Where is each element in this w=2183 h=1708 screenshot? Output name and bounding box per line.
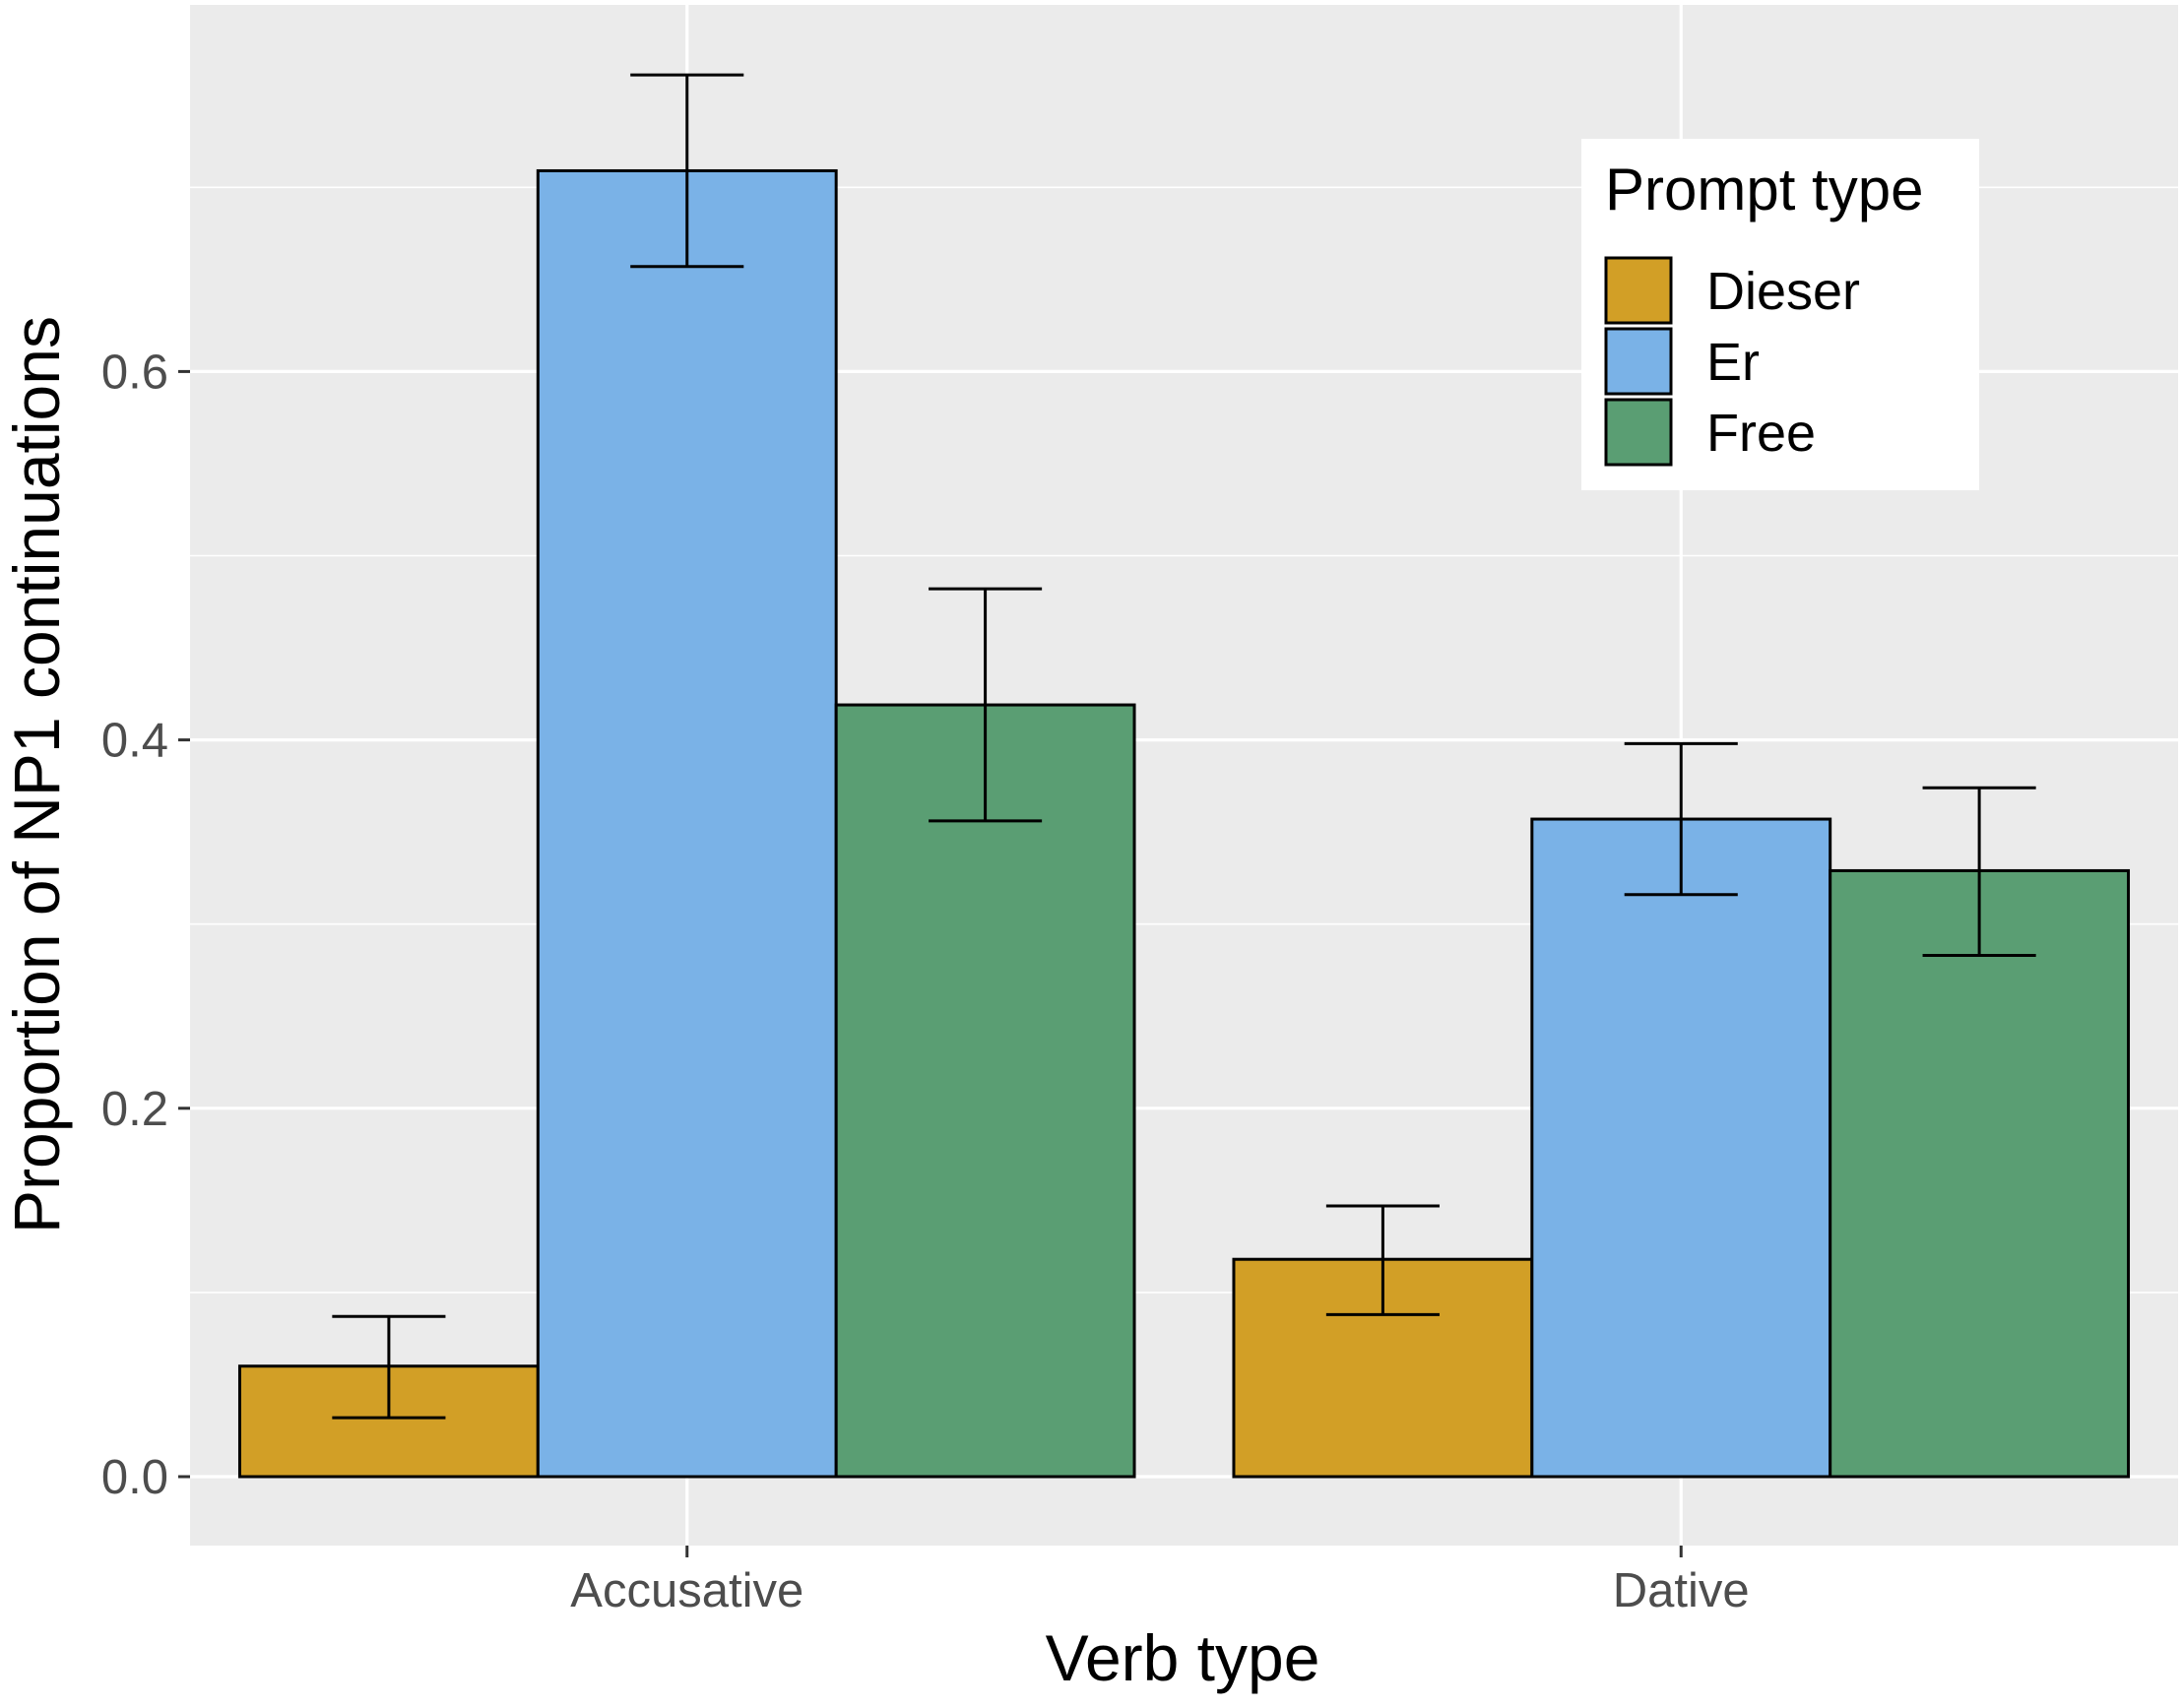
error-bar-er-accusative: [630, 73, 744, 269]
bar-free-dative: [1829, 868, 2131, 1479]
error-bars: [332, 73, 2036, 1420]
x-axis-title: Verb type: [1046, 1621, 1320, 1694]
y-axis-title: Proportion of NP1 continuations: [0, 316, 73, 1234]
legend-label: Dieser: [1706, 262, 1860, 321]
x-axis: Accusative Dative: [570, 1546, 1750, 1617]
x-tick-label: Accusative: [570, 1564, 803, 1617]
legend: Prompt type Dieser Er Free: [1581, 139, 1979, 490]
bars: [237, 168, 2131, 1479]
legend-label: Er: [1706, 333, 1760, 392]
legend-item-free: Free: [1604, 398, 1816, 467]
legend-swatch: [1604, 256, 1673, 325]
legend-title: Prompt type: [1605, 157, 1923, 222]
bar-free-accusative: [834, 703, 1136, 1479]
legend-swatch: [1604, 327, 1673, 396]
y-tick-label: 0.6: [101, 346, 168, 399]
legend-item-dieser: Dieser: [1604, 256, 1860, 325]
bar-er-accusative: [536, 168, 838, 1479]
legend-swatch: [1604, 398, 1673, 467]
error-bar-dieser-dative: [1325, 1204, 1440, 1316]
bar-er-dative: [1530, 817, 1832, 1479]
y-axis: 0.0 0.2 0.4 0.6: [101, 346, 190, 1504]
y-tick-label: 0.4: [101, 715, 168, 768]
x-tick-label: Dative: [1613, 1564, 1750, 1617]
error-bar-er-dative: [1624, 741, 1738, 897]
legend-label: Free: [1706, 404, 1816, 463]
legend-item-er: Er: [1604, 327, 1760, 396]
y-tick-label: 0.2: [101, 1083, 168, 1136]
legend-items: Dieser Er Free: [1604, 256, 1860, 467]
y-tick-label: 0.0: [101, 1451, 168, 1504]
error-bar-free-accusative: [929, 587, 1043, 823]
error-bar-free-dative: [1922, 786, 2036, 958]
error-bar-dieser-accusative: [332, 1314, 446, 1420]
